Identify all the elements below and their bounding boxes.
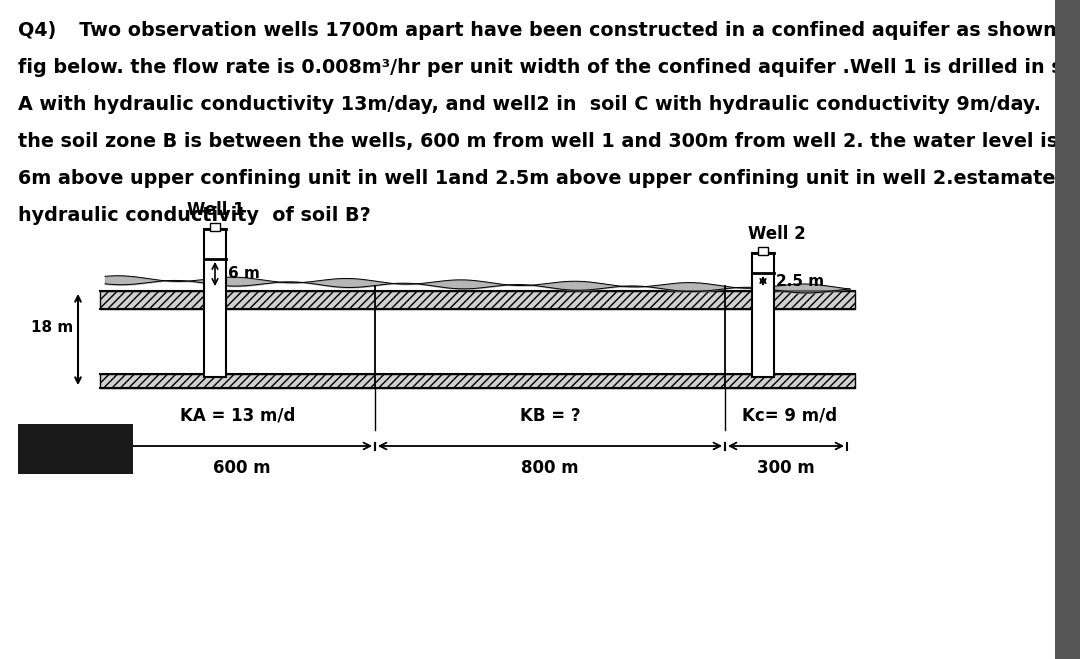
Bar: [1055, 0, 1080, 659]
Bar: [100, 374, 855, 388]
Text: 18 m: 18 m: [30, 320, 73, 335]
Text: Q4): Q4): [18, 21, 56, 40]
Bar: [752, 253, 774, 377]
Text: fig below. the flow rate is 0.008m³/hr per unit width of the confined aquifer .W: fig below. the flow rate is 0.008m³/hr p…: [18, 58, 1080, 77]
Bar: [204, 229, 226, 377]
Bar: [100, 309, 855, 374]
Text: Well 1: Well 1: [187, 201, 245, 219]
Text: 600 m: 600 m: [213, 459, 270, 477]
Text: 300 m: 300 m: [757, 459, 815, 477]
Text: KB = ?: KB = ?: [519, 407, 580, 425]
Text: 2.5 m: 2.5 m: [777, 273, 824, 289]
Text: the soil zone B is between the wells, 600 m from well 1 and 300m from well 2. th: the soil zone B is between the wells, 60…: [18, 132, 1058, 151]
Text: 800 m: 800 m: [522, 459, 579, 477]
Text: Well 2: Well 2: [748, 225, 806, 243]
Bar: [210, 223, 220, 231]
Text: 6m above upper confining unit in well 1and 2.5m above upper confining unit in we: 6m above upper confining unit in well 1a…: [18, 169, 1080, 188]
Text: Two observation wells 1700m apart have been constructed in a confined aquifer as: Two observation wells 1700m apart have b…: [66, 21, 1078, 40]
Bar: [100, 291, 855, 309]
Bar: [758, 247, 768, 255]
Text: 6 m: 6 m: [228, 266, 260, 281]
Text: A with hydraulic conductivity 13m/day, and well2 in  soil C with hydraulic condu: A with hydraulic conductivity 13m/day, a…: [18, 95, 1041, 114]
Text: Kc= 9 m/d: Kc= 9 m/d: [742, 407, 838, 425]
Text: KA = 13 m/d: KA = 13 m/d: [179, 407, 295, 425]
Bar: [18, 424, 133, 474]
Text: hydraulic conductivity  of soil B?: hydraulic conductivity of soil B?: [18, 206, 370, 225]
